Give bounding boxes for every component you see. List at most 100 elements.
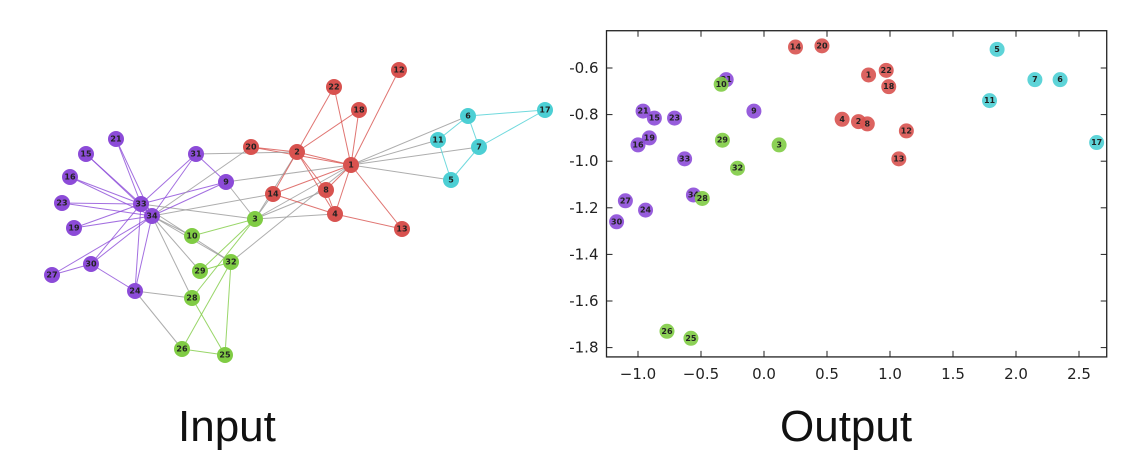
graph-edge: [254, 151, 298, 220]
graph-node: 9: [218, 174, 234, 190]
node-label: 18: [353, 106, 365, 115]
point-label: 9: [751, 107, 757, 116]
node-label: 10: [186, 232, 198, 241]
node-label: 31: [190, 150, 202, 159]
graph-edge: [350, 69, 400, 166]
graph-node: 30: [83, 256, 99, 272]
scatter-point: 9: [746, 103, 762, 119]
graph-node: 5: [443, 172, 459, 188]
point-label: 34: [688, 190, 700, 199]
graph-edge: [134, 290, 193, 299]
y-tick-label: -1.6: [569, 292, 598, 310]
graph-edge: [350, 139, 439, 166]
graph-edge: [272, 193, 336, 215]
graph-node: 25: [217, 347, 233, 363]
node-circle: [326, 79, 342, 95]
graph-edge: [199, 218, 256, 272]
scatter-point: 27: [617, 193, 633, 209]
node-circle: [537, 102, 553, 118]
node-circle: [54, 195, 70, 211]
graph-node: 19: [66, 220, 82, 236]
point-marker: [646, 110, 662, 126]
graph-node: 29: [192, 263, 208, 279]
scatter-point: 12: [898, 123, 914, 139]
node-circle: [247, 211, 263, 227]
point-marker: [989, 41, 1005, 57]
point-label: 28: [697, 194, 709, 203]
node-circle: [127, 283, 143, 299]
graph-edge: [134, 290, 183, 350]
node-circle: [174, 341, 190, 357]
x-tick-label: −0.5: [683, 365, 719, 383]
point-marker: [635, 103, 651, 119]
graph-node: 1: [343, 157, 359, 173]
graph-node: 10: [184, 228, 200, 244]
graph-node: 34: [144, 208, 160, 224]
node-label: 22: [328, 83, 339, 92]
node-circle: [265, 186, 281, 202]
graph-edge: [254, 213, 336, 220]
node-circle: [471, 139, 487, 155]
graph-node: 7: [471, 139, 487, 155]
graph-edge: [296, 109, 360, 153]
node-circle: [188, 146, 204, 162]
scatter-point: 26: [659, 323, 675, 339]
graph-node: 3: [247, 211, 263, 227]
point-marker: [814, 38, 830, 54]
graph-node: 26: [174, 341, 190, 357]
graph-edge: [140, 181, 227, 205]
node-label: 29: [194, 267, 206, 276]
point-label: 29: [717, 136, 729, 145]
graph-node: 2: [289, 144, 305, 160]
graph-edge: [151, 153, 197, 217]
node-label: 23: [56, 199, 67, 208]
point-label: 2: [856, 117, 862, 126]
node-label: 6: [465, 112, 471, 121]
graph-edge: [272, 151, 298, 195]
graph-node: 20: [243, 139, 259, 155]
graph-edge: [350, 115, 469, 166]
scatter-point: 23: [667, 110, 683, 126]
point-marker: [1027, 72, 1043, 88]
graph-edge: [51, 215, 153, 276]
graph-edge: [61, 202, 153, 217]
point-label: 7: [1032, 75, 1038, 84]
graph-node: 4: [327, 206, 343, 222]
scatter-point: 22: [878, 62, 894, 78]
graph-node: 15: [78, 146, 94, 162]
graph-node: 16: [62, 169, 78, 185]
point-label: 3: [776, 140, 782, 149]
graph-edge: [191, 218, 256, 237]
scatter-point: 17: [1089, 135, 1105, 151]
point-marker: [834, 111, 850, 127]
node-circle: [391, 62, 407, 78]
node-label: 15: [80, 150, 92, 159]
y-tick-label: -0.6: [569, 59, 598, 77]
point-marker: [667, 110, 683, 126]
point-label: 6: [1057, 75, 1063, 84]
scatter-point: 14: [788, 39, 803, 55]
graph-edge: [134, 215, 153, 292]
point-marker: [891, 151, 907, 167]
x-tick-label: 0.0: [752, 365, 776, 383]
point-label: 22: [881, 66, 892, 75]
node-circle: [184, 290, 200, 306]
graph-edge: [151, 215, 193, 299]
output-scatter-plot: −1.0 −0.5 0.0 0.5 1.0 1.5 2.0 2.5 -0.6 -0.8 -1.0 -1…: [569, 30, 1108, 383]
y-tick-label: -1.2: [569, 199, 598, 217]
graph-node: 6: [460, 108, 476, 124]
point-label: 5: [994, 45, 1000, 54]
graph-edge: [73, 203, 142, 229]
node-label: 12: [393, 66, 404, 75]
point-label: 14: [790, 43, 802, 52]
graph-edge: [467, 109, 546, 117]
x-tick-label: 1.0: [878, 365, 902, 383]
node-label: 4: [332, 210, 338, 219]
scatter-point: 7: [1027, 72, 1043, 88]
plot-frame: [605, 30, 1108, 358]
graph-edge: [151, 215, 201, 272]
x-tick-label: 2.0: [1004, 365, 1028, 383]
graph-node: 23: [54, 195, 70, 211]
x-tick-label: 0.5: [815, 365, 839, 383]
graph-edge: [191, 297, 226, 356]
